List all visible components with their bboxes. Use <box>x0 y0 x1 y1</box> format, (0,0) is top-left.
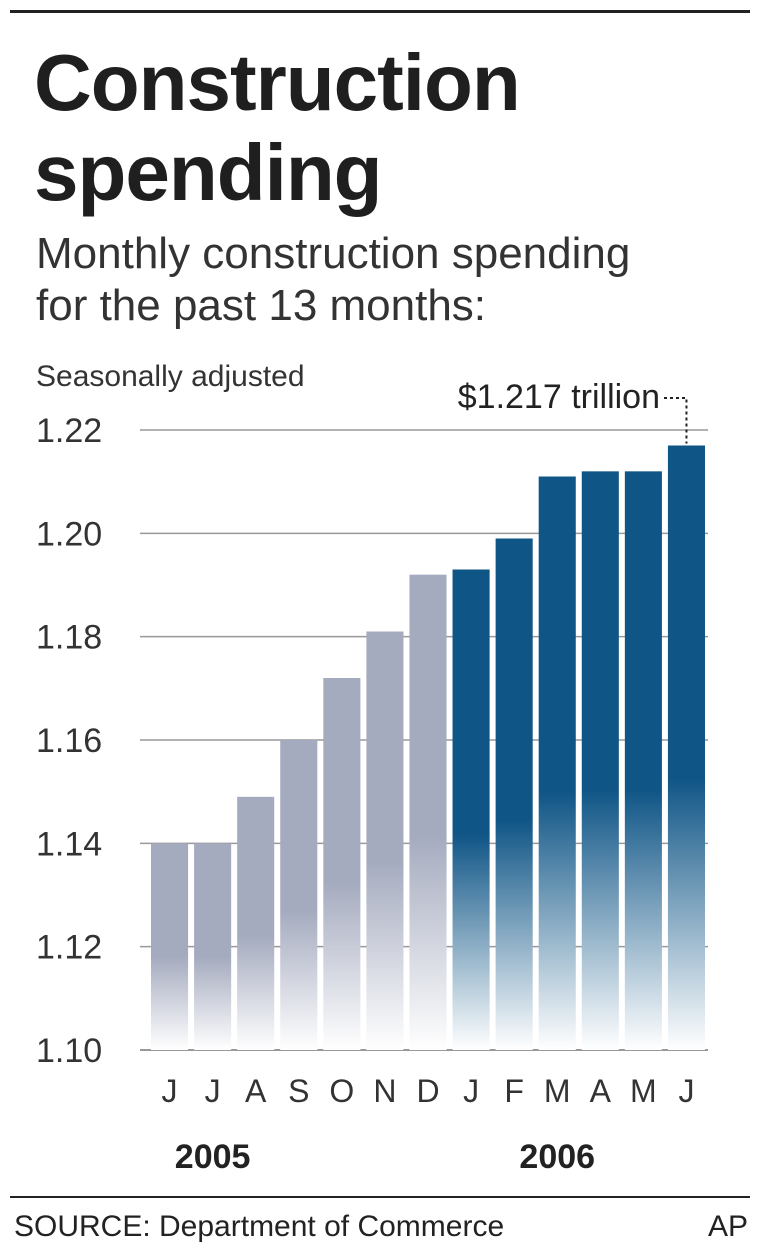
x-tick-label: J <box>162 1073 178 1109</box>
bar <box>323 678 361 1050</box>
y-tick-label: 1.18 <box>36 619 102 657</box>
seasonal-note: Seasonally adjusted <box>36 360 305 393</box>
x-tick-label: M <box>630 1073 657 1109</box>
x-tick-label: J <box>205 1073 221 1109</box>
year-label: 2005 <box>175 1138 251 1176</box>
x-tick-label: S <box>288 1073 309 1109</box>
bar <box>237 796 275 1050</box>
x-tick-label: A <box>590 1073 612 1109</box>
subtitle-line-1: Monthly construction spending <box>36 229 631 278</box>
chart-subtitle: Monthly construction spending for the pa… <box>36 228 756 332</box>
y-tick-label: 1.16 <box>36 722 102 760</box>
y-tick-label: 1.12 <box>36 929 102 967</box>
title-line-1: Construction <box>34 38 521 127</box>
bar <box>495 538 533 1050</box>
x-tick-label: N <box>373 1073 396 1109</box>
y-tick-label: 1.20 <box>36 515 102 553</box>
subtitle-line-2: for the past 13 months: <box>36 281 487 330</box>
x-tick-label: A <box>245 1073 267 1109</box>
x-tick-label: O <box>329 1073 354 1109</box>
annotation-leader <box>664 397 688 444</box>
bar <box>280 740 318 1050</box>
top-rule <box>10 10 750 13</box>
title-line-2: spending <box>34 128 383 217</box>
bar-chart: 1.101.121.141.161.181.201.22J J A S O N D J F M A M… <box>36 378 708 1176</box>
annotation-label: $1.217 trillion <box>458 378 660 416</box>
bar <box>151 843 189 1050</box>
x-tick-label: J <box>463 1073 479 1109</box>
bar <box>194 843 232 1050</box>
y-tick-label: 1.14 <box>36 825 102 863</box>
year-label: 2006 <box>519 1138 595 1176</box>
chart-title: Construction spending <box>34 38 521 218</box>
x-tick-label: J <box>678 1073 694 1109</box>
x-tick-label: F <box>504 1073 524 1109</box>
x-tick-label: D <box>416 1073 439 1109</box>
bar <box>667 445 705 1050</box>
bar <box>452 569 490 1050</box>
bottom-rule <box>10 1196 750 1198</box>
y-tick-label: 1.22 <box>36 412 102 450</box>
bar <box>624 471 662 1050</box>
credit-label: AP <box>707 1210 748 1243</box>
y-tick-label: 1.10 <box>36 1032 102 1070</box>
x-tick-label: M <box>544 1073 571 1109</box>
bar <box>581 471 619 1050</box>
source-note: SOURCE: Department of Commerce <box>14 1210 505 1243</box>
bar <box>538 476 576 1050</box>
bar <box>366 631 404 1050</box>
bar <box>409 574 447 1050</box>
